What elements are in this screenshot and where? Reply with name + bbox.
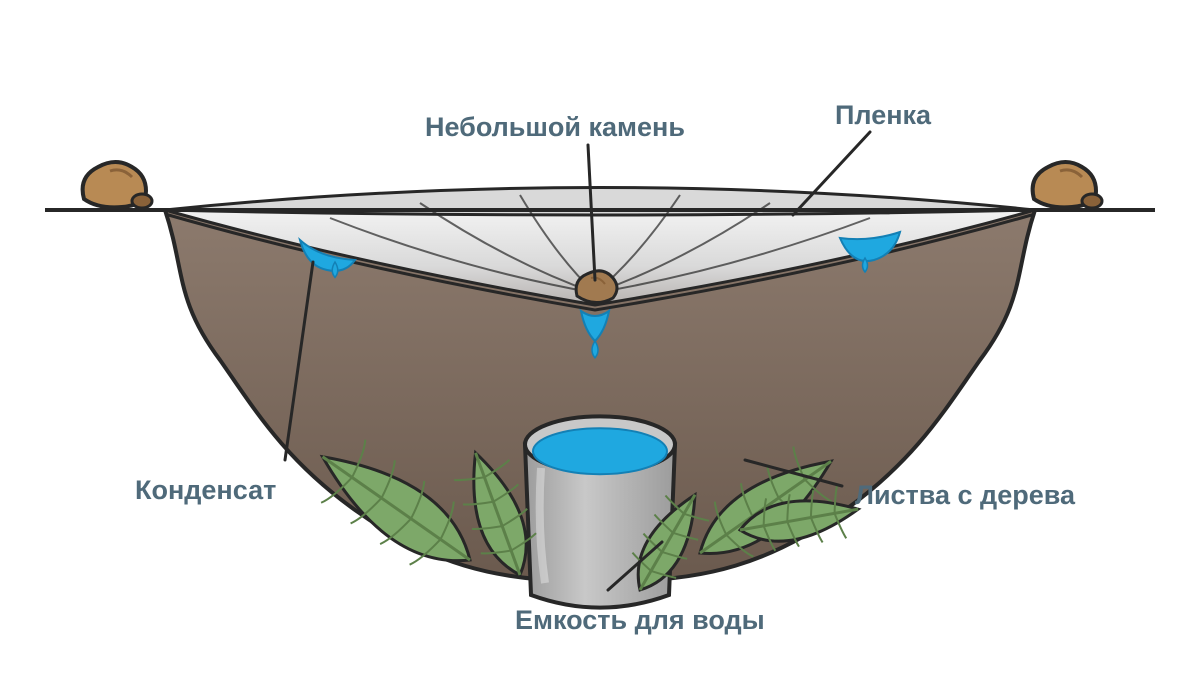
- label-small-stone: Небольшой камень: [425, 112, 685, 143]
- label-film: Пленка: [835, 100, 931, 131]
- small-stone-icon: [576, 271, 617, 303]
- label-condensate: Конденсат: [135, 475, 276, 506]
- label-leaves: Листва с дерева: [855, 480, 1075, 511]
- anchor-rock-icon: [83, 162, 152, 208]
- anchor-rock-icon: [1033, 162, 1102, 208]
- label-container: Емкость для воды: [515, 605, 765, 636]
